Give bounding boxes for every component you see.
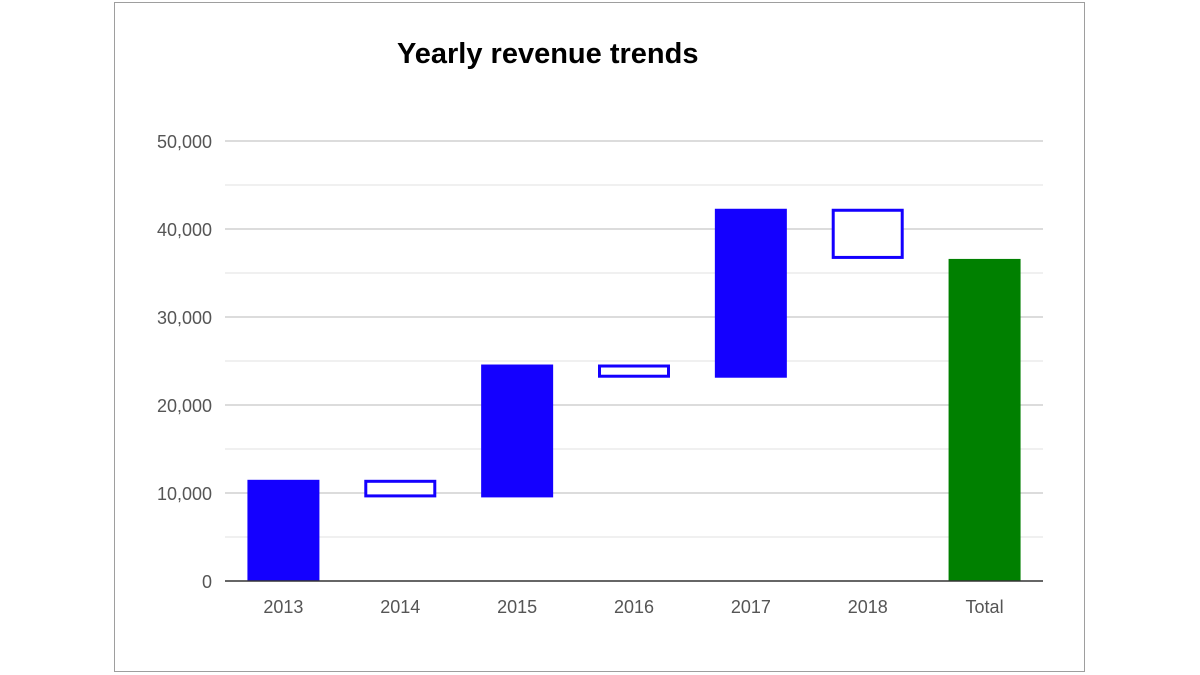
x-tick-label: 2015	[497, 597, 537, 617]
y-tick-label: 0	[202, 572, 212, 592]
chart-frame	[114, 2, 1085, 672]
bar-2017	[714, 208, 787, 378]
bar-2015	[481, 364, 554, 498]
bar-2016	[598, 364, 670, 378]
bar-Total	[948, 258, 1021, 581]
y-tick-label: 30,000	[157, 308, 212, 328]
x-tick-label: 2018	[848, 597, 888, 617]
x-tick-label: 2016	[614, 597, 654, 617]
y-tick-label: 10,000	[157, 484, 212, 504]
x-tick-label: Total	[966, 597, 1004, 617]
x-tick-label: 2013	[263, 597, 303, 617]
bar-2018	[831, 208, 904, 259]
chart-title: Yearly revenue trends	[397, 38, 699, 70]
x-tick-label: 2014	[380, 597, 420, 617]
x-tick-label: 2017	[731, 597, 771, 617]
y-tick-label: 40,000	[157, 220, 212, 240]
y-tick-label: 20,000	[157, 396, 212, 416]
bar-2014	[364, 479, 437, 498]
bar-2013	[247, 479, 320, 581]
y-tick-label: 50,000	[157, 132, 212, 152]
